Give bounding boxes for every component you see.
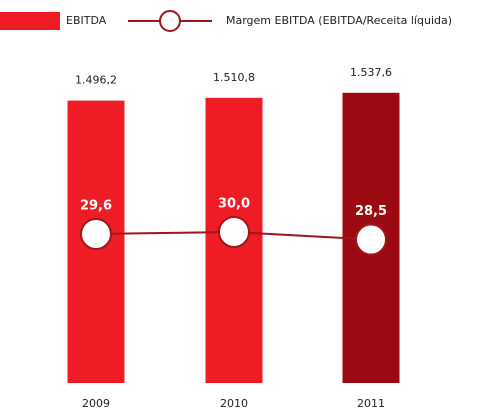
legend-label: Margem EBITDA (EBITDA/Receita líquida) <box>226 14 452 27</box>
line-marker <box>80 218 112 251</box>
x-tick-label: 2009 <box>82 397 110 410</box>
legend-swatch <box>0 12 60 30</box>
x-tick-label: 2010 <box>220 397 248 410</box>
bar-value-label: 1.496,2 <box>75 74 117 87</box>
x-tick-label: 2011 <box>357 397 385 410</box>
line-value-label: 30,0 <box>218 197 250 212</box>
line-marker <box>218 216 250 248</box>
line-value-label: 28,5 <box>355 204 387 219</box>
line-value-label: 29,6 <box>80 199 112 214</box>
bar-value-label: 1.510,8 <box>213 71 255 84</box>
legend-label: EBITDA <box>66 14 107 27</box>
bar-value-label: 1.537,6 <box>350 66 392 79</box>
legend-marker <box>159 10 181 32</box>
line-marker <box>355 223 387 256</box>
